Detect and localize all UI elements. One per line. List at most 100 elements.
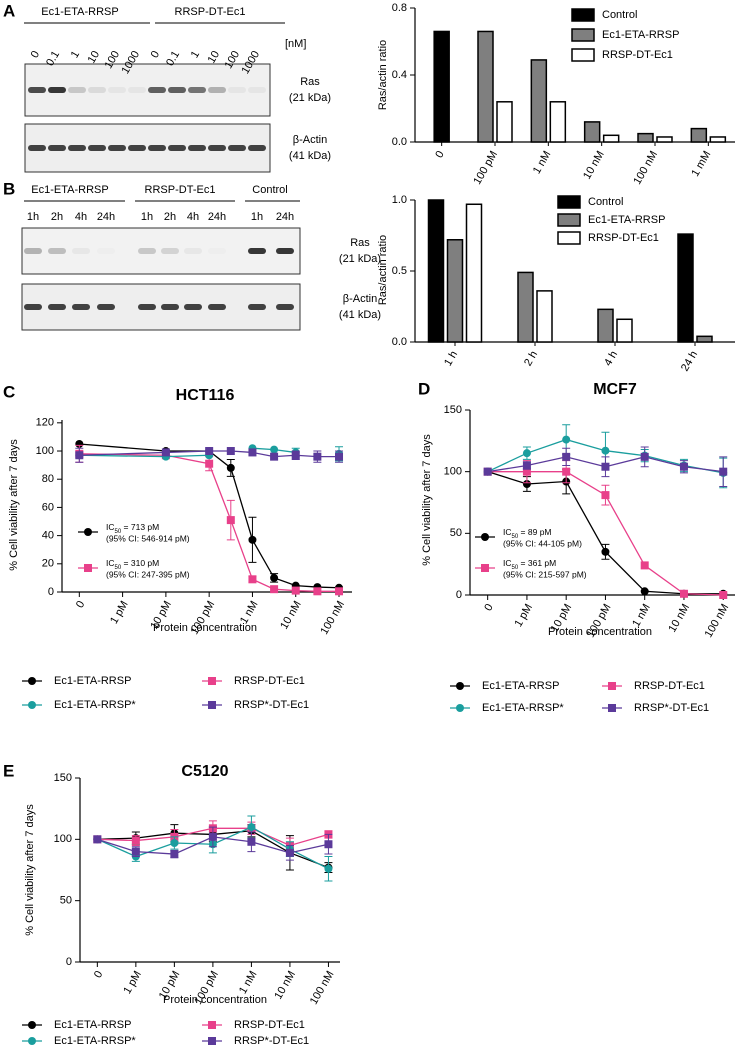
- band: [248, 145, 266, 151]
- annotation-text: IC: [503, 558, 512, 568]
- marker: [562, 452, 571, 461]
- annotation-text: IC: [106, 558, 115, 568]
- band: [148, 145, 166, 151]
- legend-swatch: [557, 213, 581, 227]
- band: [168, 87, 186, 93]
- marker: [456, 682, 464, 690]
- marker: [335, 587, 344, 596]
- y-tick-label: 150: [54, 772, 72, 784]
- lane-label: 2h: [164, 211, 176, 223]
- band: [248, 87, 266, 93]
- unit-label: [nM]: [285, 38, 306, 50]
- x-tick-label: 1 pM: [121, 969, 144, 996]
- y-tick-label: 1.0: [392, 194, 407, 206]
- marker: [161, 448, 170, 457]
- y-axis-title: % Cell viability after 7 days: [24, 804, 36, 936]
- panel-letter: D: [418, 379, 430, 398]
- lane-label: 24h: [208, 211, 226, 223]
- band: [248, 304, 266, 310]
- bar: [616, 318, 633, 343]
- bar: [446, 239, 464, 343]
- marker: [601, 446, 610, 455]
- marker: [170, 839, 179, 848]
- annotation: IC50 = 713 pM: [106, 522, 159, 534]
- marker: [270, 445, 279, 454]
- blot-group-label: Ec1-ETA-RRSP: [41, 6, 118, 18]
- lane-label: 1h: [27, 211, 39, 223]
- band: [276, 304, 294, 310]
- band-name: β-Actin: [293, 134, 327, 146]
- marker: [285, 848, 294, 857]
- annotation-sub: 50: [115, 565, 122, 571]
- band-size: (21 kDa): [289, 92, 331, 104]
- legend-label: RRSP-DT-Ec1: [588, 232, 659, 244]
- marker: [93, 835, 102, 844]
- band: [208, 304, 226, 310]
- legend-label: RRSP*-DT-Ec1: [234, 1035, 309, 1047]
- band-name: Ras: [300, 76, 320, 88]
- y-tick-label: 0.0: [392, 336, 407, 348]
- blot-group-label: RRSP-DT-Ec1: [175, 6, 246, 18]
- lane-label: 10: [86, 49, 103, 66]
- marker: [170, 850, 179, 859]
- lane-label: 2h: [51, 211, 63, 223]
- marker: [248, 448, 257, 457]
- x-tick-label: 2 h: [522, 349, 540, 368]
- y-tick-label: 0: [66, 956, 72, 968]
- band-name: Ras: [350, 237, 370, 249]
- band-size: (41 kDa): [289, 150, 331, 162]
- band: [161, 248, 179, 254]
- legend-label: Ec1-ETA-RRSP*: [482, 702, 564, 714]
- y-tick-label: 40: [42, 530, 54, 542]
- band: [48, 145, 66, 151]
- legend-label: Ec1-ETA-RRSP: [482, 680, 559, 692]
- band: [72, 248, 90, 254]
- y-tick-label: 50: [450, 527, 462, 539]
- marker: [483, 467, 492, 476]
- legend-label: Ec1-ETA-RRSP*: [54, 699, 136, 711]
- x-tick-label: 1 mM: [689, 149, 713, 179]
- band: [28, 87, 46, 93]
- band: [276, 248, 294, 254]
- band: [161, 304, 179, 310]
- band: [72, 304, 90, 310]
- marker: [601, 462, 610, 471]
- band-name: β-Actin: [343, 293, 377, 305]
- marker: [270, 585, 279, 594]
- x-tick-label: 1 pM: [512, 602, 535, 629]
- lane-label: 4h: [187, 211, 199, 223]
- band: [138, 248, 156, 254]
- marker: [522, 461, 531, 470]
- marker: [324, 864, 333, 873]
- marker: [226, 447, 235, 456]
- x-tick-label: 0: [482, 602, 495, 613]
- legend-label: Control: [588, 196, 623, 208]
- bar: [427, 199, 445, 343]
- x-tick-label: 100 pM: [471, 149, 500, 187]
- legend-swatch: [557, 195, 581, 209]
- legend-label: RRSP*-DT-Ec1: [634, 702, 709, 714]
- marker: [247, 837, 256, 846]
- bar: [549, 101, 567, 143]
- bar: [465, 203, 483, 343]
- band: [24, 304, 42, 310]
- bar: [690, 127, 708, 143]
- annotation-value: = 361 pM: [518, 558, 556, 568]
- annotation-sub: 50: [512, 565, 519, 571]
- band: [228, 87, 246, 93]
- legend-label: Ec1-ETA-RRSP: [602, 29, 679, 41]
- chart-title: C5120: [181, 763, 228, 780]
- band: [128, 87, 146, 93]
- marker: [608, 704, 616, 712]
- band: [138, 304, 156, 310]
- marker: [208, 677, 216, 685]
- band: [48, 248, 66, 254]
- bar: [597, 308, 614, 343]
- y-tick-label: 0: [48, 586, 54, 598]
- y-axis-title: Ras/actin ratio: [377, 235, 389, 305]
- lane-label: 24h: [97, 211, 115, 223]
- annotation-text: IC: [106, 522, 115, 532]
- y-tick-label: 0.5: [392, 265, 407, 277]
- marker: [270, 452, 279, 461]
